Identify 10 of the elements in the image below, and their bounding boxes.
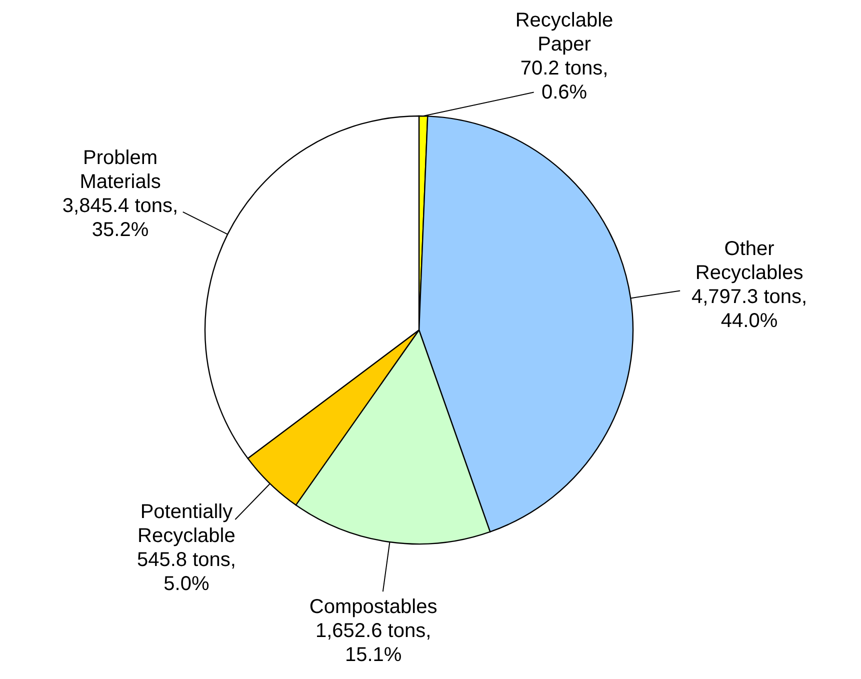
slice-label: Potentially Recyclable [138, 501, 236, 548]
data-label: 545.8 tons, 5.0% [136, 549, 236, 596]
slice-label: Recyclable Paper [515, 9, 614, 56]
slice-label: Problem Materials [80, 147, 161, 194]
data-label: 3,845.4 tons, 35.2% [62, 195, 178, 242]
slice-label: Other Recyclables [695, 238, 804, 284]
data-label: 1,652.6 tons, 15.1% [316, 620, 432, 666]
data-label: 70.2 tons, 0.6% [520, 57, 608, 104]
data-label: 4,797.3 tons, 44.0% [691, 286, 808, 332]
slice-label: Compostables [309, 596, 438, 618]
